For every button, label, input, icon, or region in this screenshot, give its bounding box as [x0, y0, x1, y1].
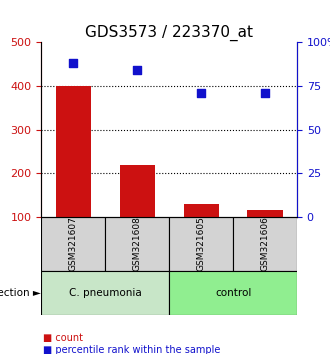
Text: GSM321606: GSM321606 [260, 217, 270, 272]
FancyBboxPatch shape [233, 217, 297, 271]
Bar [248, 210, 282, 217]
Bar [119, 165, 155, 217]
Text: GSM321608: GSM321608 [133, 217, 142, 272]
Text: control: control [215, 288, 251, 298]
Text: ■ count: ■ count [43, 333, 83, 343]
FancyBboxPatch shape [169, 217, 233, 271]
FancyBboxPatch shape [41, 217, 105, 271]
Bar [183, 204, 219, 217]
Point [71, 61, 76, 66]
Text: GSM321607: GSM321607 [69, 217, 78, 272]
FancyBboxPatch shape [41, 271, 169, 315]
Point [135, 68, 140, 73]
Point [198, 90, 204, 96]
Text: GSM321605: GSM321605 [197, 217, 206, 272]
Bar [56, 86, 91, 217]
FancyBboxPatch shape [105, 217, 169, 271]
Text: ■ percentile rank within the sample: ■ percentile rank within the sample [43, 346, 220, 354]
Point [262, 90, 268, 96]
Text: infection ►: infection ► [0, 288, 41, 298]
Text: C. pneumonia: C. pneumonia [69, 288, 142, 298]
FancyBboxPatch shape [169, 271, 297, 315]
Title: GDS3573 / 223370_at: GDS3573 / 223370_at [85, 25, 253, 41]
